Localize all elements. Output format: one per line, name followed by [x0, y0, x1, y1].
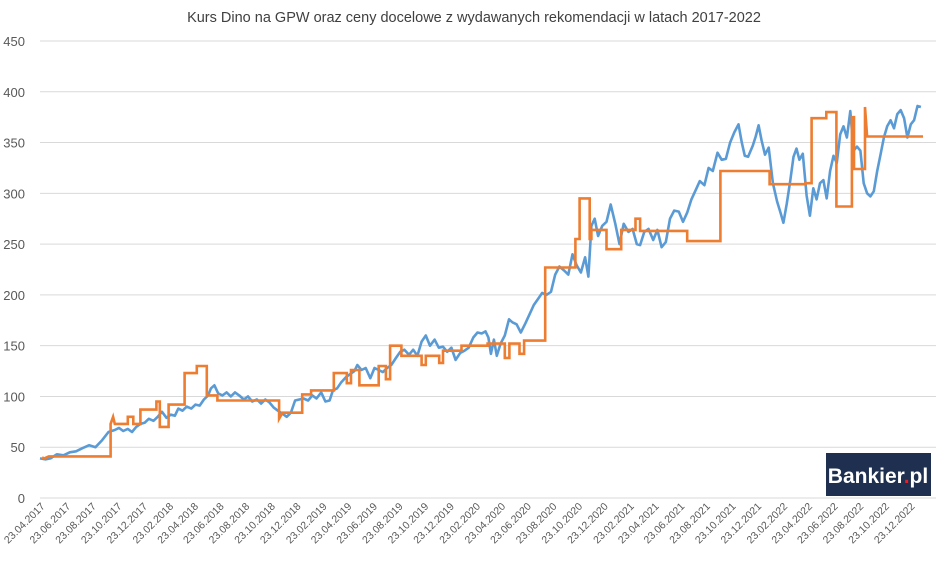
- chart-title: Kurs Dino na GPW oraz ceny docelowe z wy…: [187, 10, 761, 26]
- series-line-stock-price: [39, 104, 922, 461]
- gridlines: [40, 40, 936, 499]
- bankier-logo: Bankier.pl: [826, 453, 931, 496]
- x-axis-ticks: 23.04.201723.06.201723.08.201723.10.2017…: [2, 501, 918, 547]
- y-tick-label: 0: [18, 491, 25, 506]
- y-tick-label: 200: [3, 288, 25, 303]
- logo-background: [826, 453, 931, 496]
- y-axis-ticks: 0 50 100 150 200 250 300 350 400 450: [3, 34, 25, 506]
- y-tick-label: 400: [3, 85, 25, 100]
- y-tick-label: 100: [3, 389, 25, 404]
- series-group: [39, 104, 923, 461]
- series-line-target-price: [41, 106, 923, 460]
- y-tick-label: 350: [3, 136, 25, 151]
- y-tick-label: 250: [3, 237, 25, 252]
- y-tick-label: 150: [3, 339, 25, 354]
- y-tick-label: 50: [11, 440, 25, 455]
- logo-text: Bankier.pl: [828, 465, 928, 488]
- y-tick-label: 300: [3, 186, 25, 201]
- y-tick-label: 450: [3, 34, 25, 49]
